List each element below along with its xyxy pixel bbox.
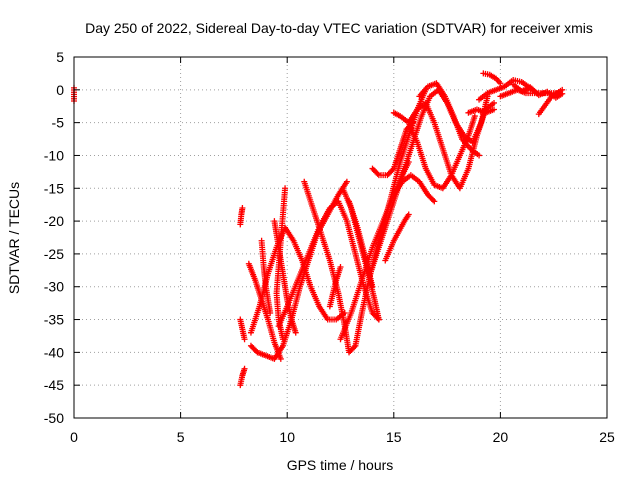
data-point xyxy=(337,264,344,271)
y-tick-label: -20 xyxy=(44,213,64,229)
data-point xyxy=(497,80,504,87)
y-tick-label: -45 xyxy=(44,377,64,393)
data-point xyxy=(279,336,286,343)
chart-title: Day 250 of 2022, Sidereal Day-to-day VTE… xyxy=(85,20,593,36)
data-point xyxy=(431,198,438,205)
data-point xyxy=(343,178,350,185)
y-tick-label: -35 xyxy=(44,312,64,328)
grid xyxy=(74,57,607,418)
x-tick-label: 25 xyxy=(599,429,615,445)
x-tick-label: 0 xyxy=(70,429,78,445)
data-point xyxy=(241,336,248,343)
y-tick-label: -10 xyxy=(44,147,64,163)
data-point xyxy=(405,211,412,218)
x-tick-label: 15 xyxy=(386,429,402,445)
y-tick-label: -5 xyxy=(52,115,65,131)
y-axis-title: SDTVAR / TECUs xyxy=(6,182,22,294)
data-point xyxy=(491,106,498,113)
data-point xyxy=(375,316,382,323)
y-tick-label: 0 xyxy=(56,82,64,98)
data-point xyxy=(374,170,381,177)
y-tick-label: -50 xyxy=(44,410,64,426)
x-tick-label: 5 xyxy=(177,429,185,445)
data-point xyxy=(476,152,483,159)
data-point xyxy=(471,113,478,120)
data-marks xyxy=(71,70,566,389)
y-axis: 5 0 -5 -10 -15 -20 -25 -30 -35 -40 -45 -50 xyxy=(44,49,607,426)
data-point xyxy=(491,99,498,106)
y-tick-label: 5 xyxy=(56,49,64,65)
x-axis-title: GPS time / hours xyxy=(287,457,394,473)
x-tick-label: 20 xyxy=(493,429,509,445)
y-tick-label: -30 xyxy=(44,279,64,295)
data-point xyxy=(239,204,246,211)
x-tick-label: 10 xyxy=(279,429,295,445)
y-tick-label: -25 xyxy=(44,246,64,262)
data-point xyxy=(351,344,358,351)
data-point xyxy=(267,309,274,316)
data-point xyxy=(389,166,396,173)
x-axis: 0 5 10 15 20 25 xyxy=(70,57,615,445)
y-tick-label: -40 xyxy=(44,344,64,360)
y-tick-label: -15 xyxy=(44,180,64,196)
data-point xyxy=(292,329,299,336)
plot-frame xyxy=(73,56,608,419)
data-point xyxy=(559,86,566,93)
data-point xyxy=(277,355,284,362)
data-point xyxy=(241,365,248,372)
data-point xyxy=(430,197,437,204)
